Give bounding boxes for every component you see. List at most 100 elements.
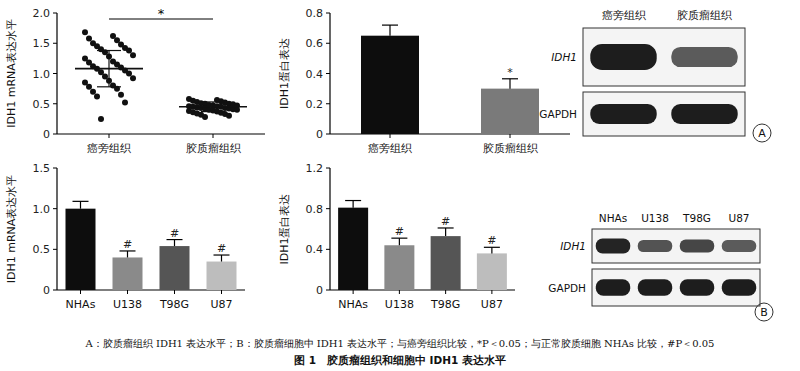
blot-frame xyxy=(592,269,760,306)
x-axis xyxy=(57,133,265,134)
error-bar xyxy=(509,79,510,89)
x-tick-label: NHAs xyxy=(338,298,368,311)
lane-label: 癌旁组织 xyxy=(602,9,646,21)
data-point xyxy=(86,35,92,41)
x-tick-label: T98G xyxy=(430,298,460,311)
error-bar xyxy=(389,25,390,36)
y-axis xyxy=(56,168,57,290)
y-axis-label: IDH1蛋白表达 xyxy=(278,38,291,109)
y-tick-label: 0.5 xyxy=(33,98,51,111)
marks xyxy=(66,201,237,290)
x-tick-label: 癌旁组织 xyxy=(87,142,131,155)
x-tick xyxy=(80,290,81,294)
lane-label: U87 xyxy=(728,212,749,224)
y-tick-label: 0 xyxy=(316,128,323,141)
lane-label: T98G xyxy=(682,212,711,224)
blot-frame xyxy=(583,92,745,136)
data-point xyxy=(94,93,100,99)
figure-title: 图 1 胶质瘤组织和细胞中 IDH1 表达水平 xyxy=(294,354,506,366)
western-blot: 癌旁组织 胶质瘤组织 IDH1 GAPDH A xyxy=(539,9,771,142)
y-tick-label: 1.5 xyxy=(33,37,51,50)
data-point xyxy=(126,48,132,54)
x-tick-label: U87 xyxy=(210,298,232,311)
data-point xyxy=(226,113,232,119)
x-tick-label: 胶质瘤组织 xyxy=(186,142,241,155)
y-axis xyxy=(329,13,330,134)
significance-label: # xyxy=(217,242,226,255)
y-tick-label: 1.0 xyxy=(33,203,51,216)
error-bar xyxy=(127,251,128,258)
bar xyxy=(207,262,237,290)
x-tick xyxy=(213,134,214,138)
significance-label: # xyxy=(441,215,450,228)
error-cap xyxy=(201,111,225,112)
y-axis xyxy=(56,13,57,134)
bar xyxy=(361,36,419,134)
marks xyxy=(338,201,507,290)
marks xyxy=(361,25,539,134)
data-point xyxy=(234,107,240,113)
y-tick-label: 0.8 xyxy=(306,203,324,216)
x-tick-label: 癌旁组织 xyxy=(368,142,412,155)
lane-label: 胶质瘤组织 xyxy=(677,9,732,21)
panel-badge xyxy=(755,303,773,321)
error-cap xyxy=(201,101,225,102)
error-bar xyxy=(108,51,109,87)
significance-label: * xyxy=(507,66,513,79)
data-point xyxy=(130,52,136,58)
x-tick xyxy=(491,290,492,294)
significance-label: # xyxy=(170,227,179,240)
error-bar xyxy=(221,255,222,262)
y-tick-label: 1.5 xyxy=(33,162,51,175)
error-bar xyxy=(212,102,213,112)
error-bar xyxy=(445,228,446,236)
y-tick-label: 0.6 xyxy=(306,37,324,50)
blot-band xyxy=(680,279,714,296)
x-tick xyxy=(221,290,222,294)
x-tick-label: U87 xyxy=(481,298,503,311)
lane-label: NHAs xyxy=(599,212,627,224)
blot-band xyxy=(671,47,737,67)
figure: 00.51.01.52.0IDH1 mRNA表达水平癌旁组织胶质瘤组织*00.2… xyxy=(0,0,800,371)
error-cap xyxy=(97,86,121,87)
error-bar xyxy=(491,247,492,253)
bar xyxy=(66,209,96,290)
chart-panel: 00.40.81.2IDH1蛋白表达NHAsU138T98GU87### xyxy=(278,162,515,311)
blot-band xyxy=(638,279,672,296)
blot-band xyxy=(590,44,656,70)
blot-band xyxy=(722,279,756,296)
x-tick xyxy=(510,134,511,138)
significance-label: # xyxy=(123,238,132,251)
bar xyxy=(338,208,368,290)
significance-label: * xyxy=(158,6,165,21)
x-tick xyxy=(390,134,391,138)
bar xyxy=(384,245,414,290)
lane-label: U138 xyxy=(641,212,669,224)
x-tick xyxy=(399,290,400,294)
blot-band xyxy=(596,239,630,254)
data-point xyxy=(122,100,128,106)
row-label: GAPDH xyxy=(548,282,586,294)
blot-band xyxy=(680,239,714,252)
error-bar xyxy=(80,201,81,208)
bar xyxy=(481,89,539,134)
error-bar xyxy=(353,201,354,208)
caption: A：胶质瘤组织 IDH1 表达水平；B：胶质瘤细胞中 IDH1 表达水平；与癌旁… xyxy=(85,338,715,349)
x-tick xyxy=(109,134,110,138)
row-label: IDH1 xyxy=(560,240,586,252)
blot-frame xyxy=(592,229,760,263)
data-point xyxy=(98,116,104,122)
row-label: GAPDH xyxy=(539,108,577,120)
marks xyxy=(75,29,247,122)
y-tick-label: 0 xyxy=(43,128,50,141)
row-label: IDH1 xyxy=(551,51,577,63)
error-cap xyxy=(97,50,121,51)
y-tick-label: 1.2 xyxy=(306,162,324,175)
blot-band xyxy=(596,279,630,296)
panel-badge xyxy=(753,124,771,142)
x-tick-label: U138 xyxy=(385,298,414,311)
y-axis xyxy=(329,168,330,290)
y-tick-label: 0 xyxy=(316,284,323,297)
panel-label: A xyxy=(758,127,766,140)
chart-panel: 00.20.40.60.8IDH1蛋白表达癌旁组织胶质瘤组织* xyxy=(278,7,570,155)
